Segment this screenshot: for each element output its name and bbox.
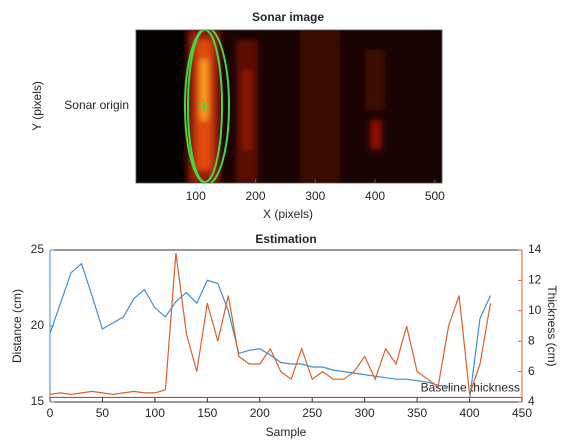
y2-tick-label: 10: [528, 303, 542, 317]
x-tick-label: 150: [197, 406, 217, 420]
y-tick-label: 15: [31, 394, 45, 408]
y-axis-label: Distance (cm): [10, 289, 24, 363]
y2-tick-label: 8: [528, 333, 535, 347]
origin-label: Sonar origin: [64, 98, 129, 112]
series-line: [49, 262, 449, 388]
x-tick-label: 100: [145, 406, 165, 420]
y2-tick-label: 4: [528, 394, 535, 408]
x-tick-label: 350: [407, 406, 427, 420]
sonar-image: [136, 30, 442, 183]
chart-title: Estimation: [255, 232, 316, 246]
y2-tick-label: 6: [528, 364, 535, 378]
x-tick-label: 50: [96, 406, 110, 420]
image-shadow: [136, 30, 184, 183]
x-tick-label: 300: [355, 406, 375, 420]
y-tick-label: 20: [31, 318, 45, 332]
x-tick-label: 0: [47, 406, 54, 420]
y2-tick-label: 14: [528, 242, 542, 256]
baseline-label: Baseline thickness: [421, 381, 520, 395]
x-tick-label: 450: [512, 406, 532, 420]
estimate-ellipse: [187, 30, 223, 183]
x-tick-label: 500: [425, 189, 445, 203]
image-frame: [135, 29, 443, 184]
x-tick-label: 300: [305, 189, 325, 203]
estimate-ellipse: [184, 30, 230, 183]
image-background: [136, 30, 442, 183]
x-tick-label: 200: [250, 406, 270, 420]
x-tick-label: 250: [302, 406, 322, 420]
series-line: [469, 295, 492, 400]
y2-axis-label: Thickness (cm): [545, 285, 559, 366]
x-axis-label: Sample: [266, 425, 307, 439]
origin-marker: [199, 101, 209, 111]
x-tick-label: 400: [365, 189, 385, 203]
y-tick-label: 25: [31, 242, 45, 256]
x-tick-label: 400: [460, 406, 480, 420]
x-tick-label: 100: [186, 189, 206, 203]
x-tick-label: 200: [246, 189, 266, 203]
series-line: [49, 252, 492, 396]
x-axis-label: X (pixels): [263, 207, 313, 221]
y2-tick-label: 12: [528, 273, 542, 287]
chart-title: Sonar image: [252, 10, 324, 24]
y-axis-label: Y (pixels): [30, 81, 44, 131]
